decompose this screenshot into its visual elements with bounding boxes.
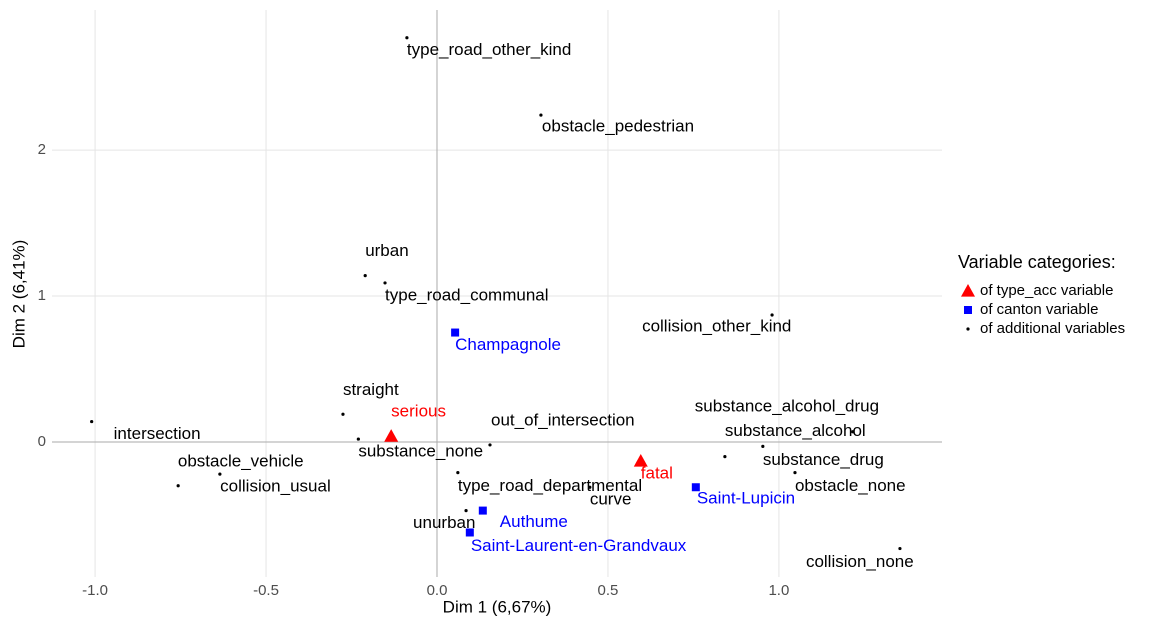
point bbox=[384, 429, 399, 442]
point-label: intersection bbox=[114, 424, 201, 443]
point bbox=[633, 453, 648, 467]
point-label: straight bbox=[343, 380, 399, 399]
point bbox=[363, 274, 367, 278]
point bbox=[341, 412, 345, 416]
point bbox=[356, 437, 360, 441]
point-label: obstacle_vehicle bbox=[178, 452, 304, 471]
point-label: curve bbox=[590, 490, 632, 509]
point bbox=[851, 430, 855, 434]
point-label: out_of_intersection bbox=[491, 410, 635, 429]
point-label: substance_drug bbox=[763, 450, 884, 469]
point bbox=[770, 313, 774, 317]
legend-label: of type_acc variable bbox=[980, 282, 1113, 299]
legend-label: of additional variables bbox=[980, 320, 1125, 337]
point-label: Saint-Lupicin bbox=[697, 489, 795, 508]
legend-symbol bbox=[966, 327, 970, 331]
legend-title: Variable categories: bbox=[958, 252, 1116, 272]
legend-label: of canton variable bbox=[980, 301, 1098, 318]
point bbox=[478, 506, 487, 515]
point-label: collision_other_kind bbox=[642, 317, 791, 336]
point-label: type_road_departmental bbox=[458, 476, 642, 495]
point bbox=[464, 508, 468, 513]
x-tick-label: 1.0 bbox=[768, 582, 789, 599]
point bbox=[383, 281, 387, 285]
point bbox=[465, 528, 474, 537]
point bbox=[218, 472, 222, 476]
x-tick-label: 0.5 bbox=[598, 582, 619, 599]
x-tick-label: -0.5 bbox=[253, 582, 279, 599]
point-label: urban bbox=[365, 241, 408, 260]
point bbox=[456, 471, 460, 475]
point bbox=[539, 113, 543, 117]
point-label: obstacle_none bbox=[795, 476, 906, 495]
point-label: substance_none bbox=[358, 442, 483, 461]
point bbox=[405, 36, 409, 40]
point bbox=[90, 419, 94, 424]
point-label: type_road_communal bbox=[385, 285, 548, 304]
point-label: fatal bbox=[641, 463, 673, 482]
point bbox=[723, 454, 727, 459]
point bbox=[588, 485, 592, 489]
legend-symbol bbox=[961, 284, 975, 297]
x-axis-title: Dim 1 (6,67%) bbox=[443, 597, 552, 616]
point-label: collision_none bbox=[806, 552, 914, 571]
plot-panel bbox=[52, 10, 942, 577]
legend-symbol bbox=[964, 306, 972, 314]
point-label: Champagnole bbox=[455, 335, 561, 354]
point bbox=[793, 471, 797, 475]
point bbox=[451, 328, 460, 337]
point-label: unurban bbox=[413, 513, 475, 532]
point bbox=[488, 443, 492, 447]
point bbox=[761, 444, 765, 448]
point-label: Saint-Laurent-en-Grandvaux bbox=[471, 536, 687, 555]
y-tick-label: 2 bbox=[38, 141, 46, 158]
point bbox=[898, 546, 902, 551]
y-tick-label: 0 bbox=[38, 433, 46, 450]
point bbox=[691, 483, 700, 492]
y-axis-title: Dim 2 (6,41%) bbox=[9, 240, 28, 349]
x-tick-label: 0.0 bbox=[427, 582, 448, 599]
point-label: type_road_other_kind bbox=[407, 40, 571, 59]
point-label: Authume bbox=[500, 512, 568, 531]
point-label: substance_alcohol bbox=[725, 421, 866, 440]
point-label: collision_usual bbox=[220, 476, 331, 495]
point bbox=[176, 484, 180, 488]
point-label: obstacle_pedestrian bbox=[542, 117, 694, 136]
point-label: substance_alcohol_drug bbox=[695, 396, 879, 415]
y-tick-label: 1 bbox=[38, 287, 46, 304]
x-tick-label: -1.0 bbox=[82, 582, 108, 599]
point-label: serious bbox=[391, 402, 446, 421]
